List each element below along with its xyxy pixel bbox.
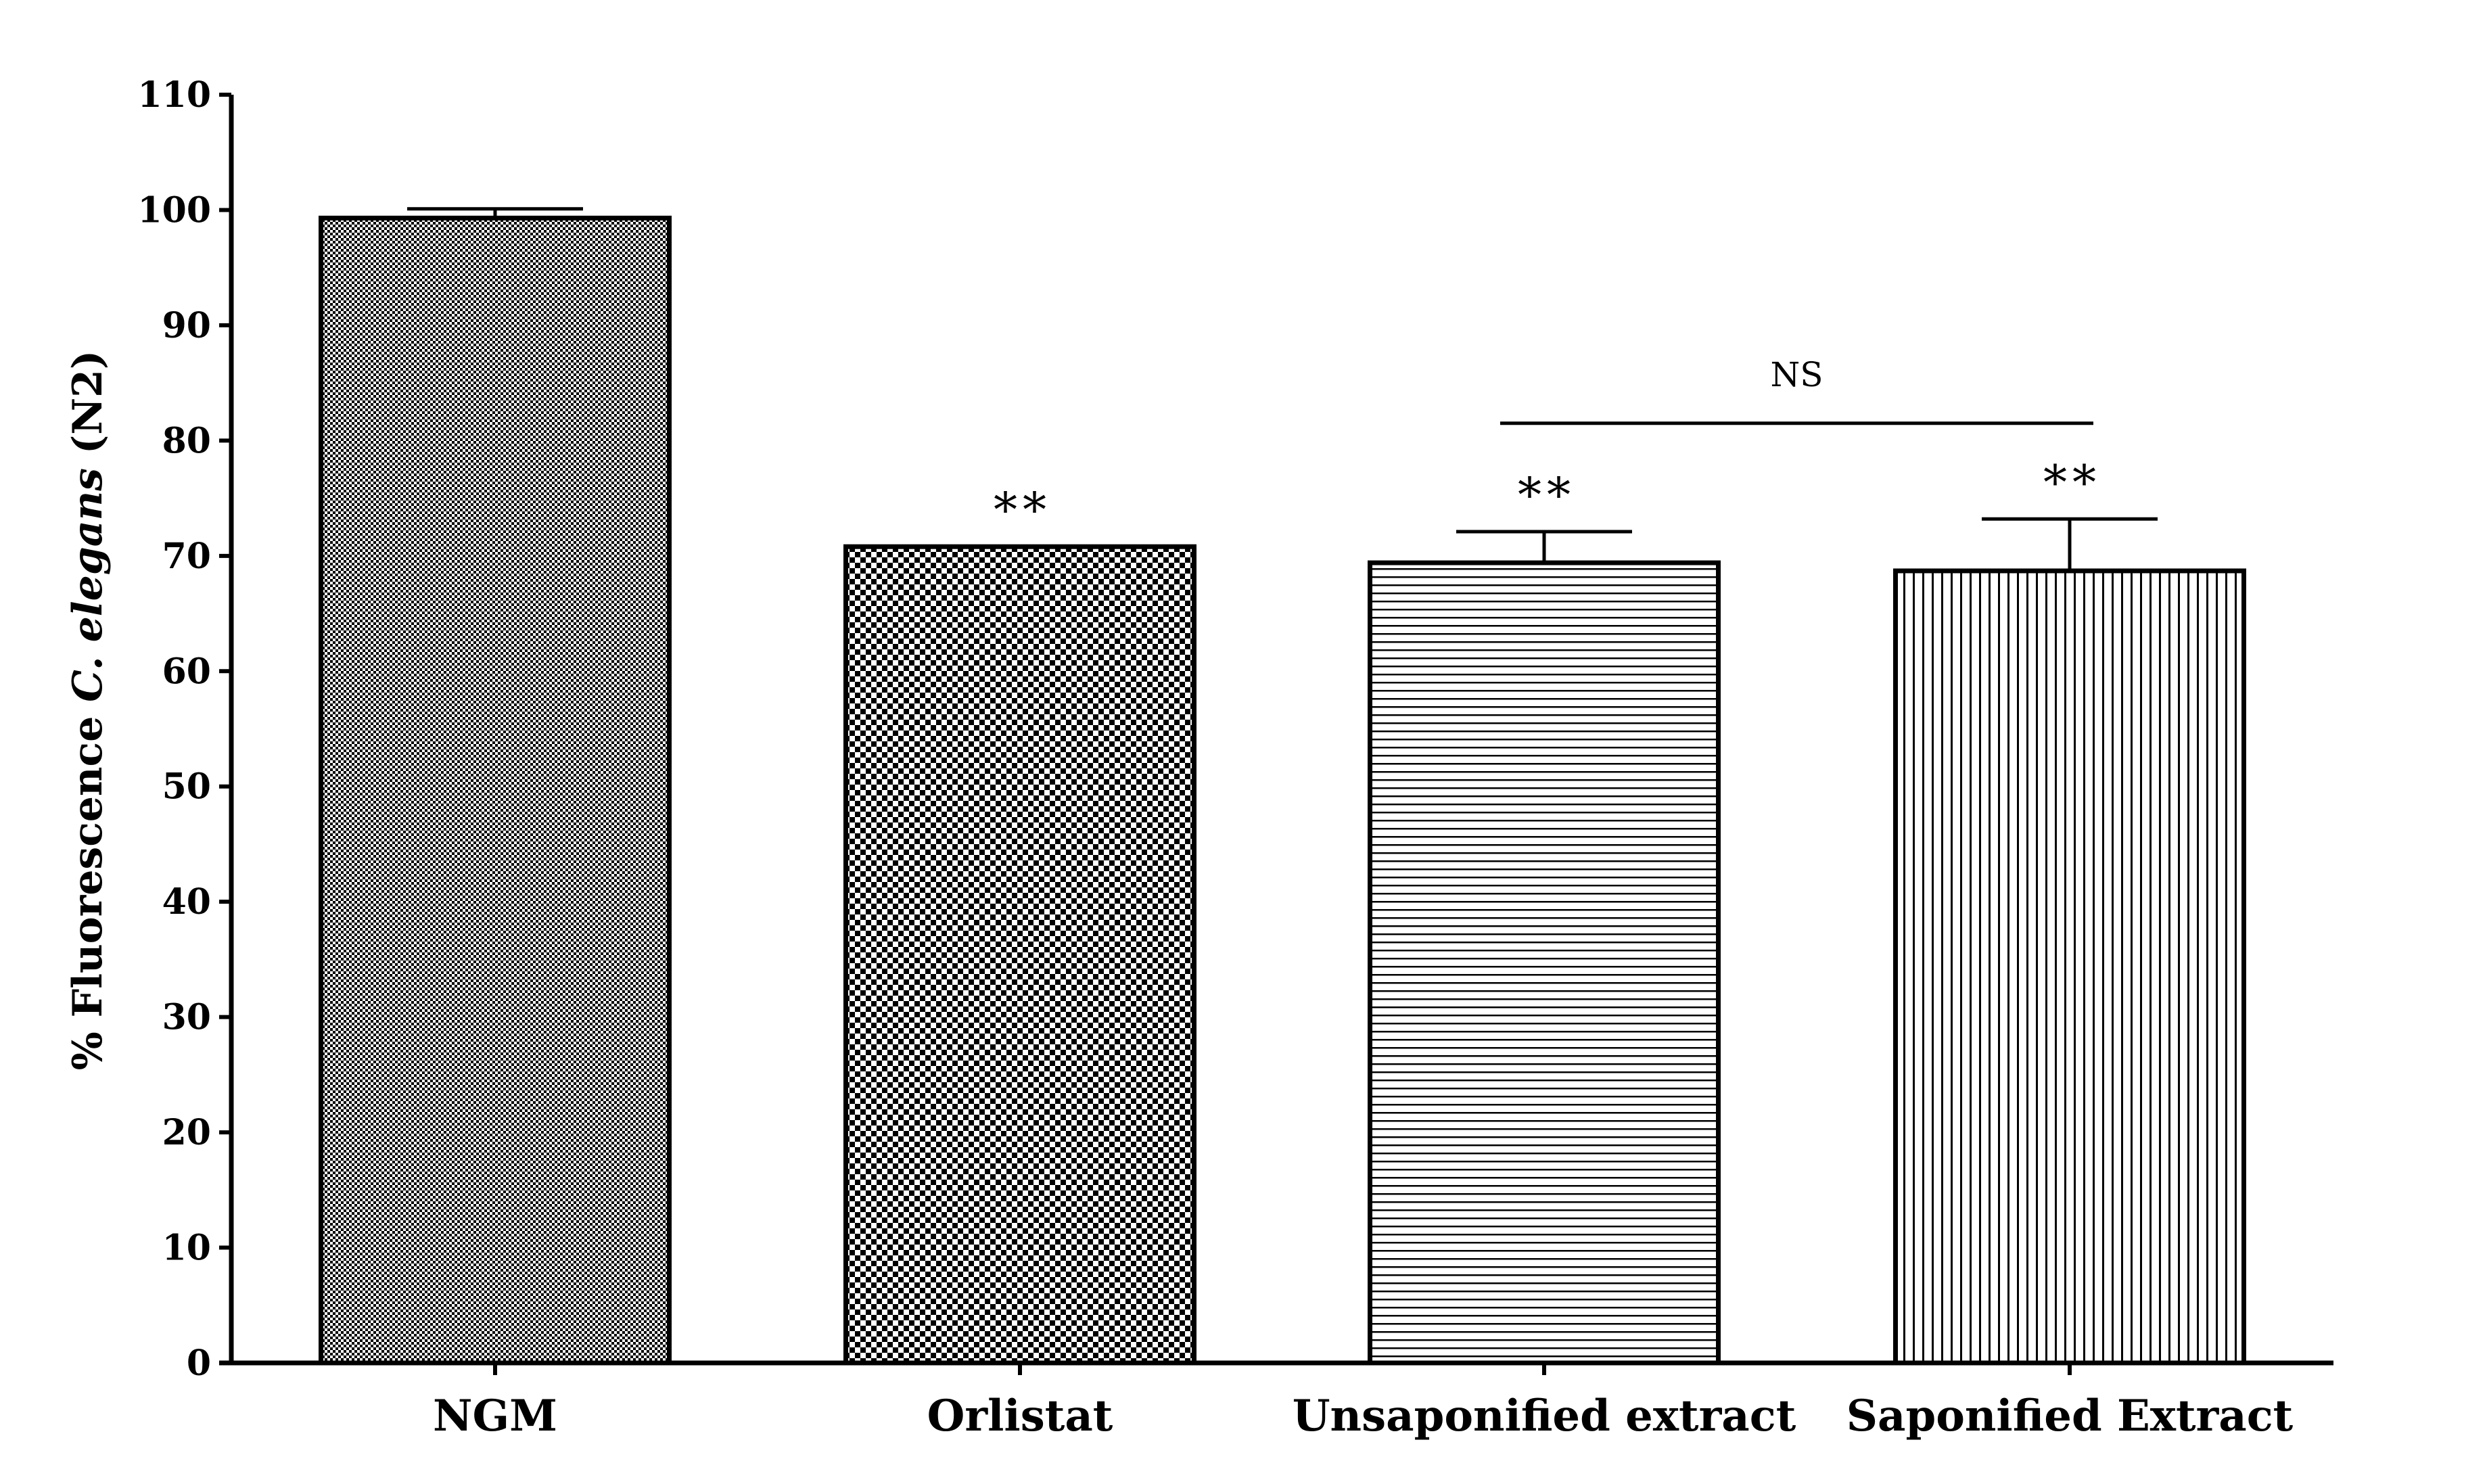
y-tick-label-110: 110: [137, 74, 211, 116]
category-label-orlistat: Orlistat: [927, 1391, 1113, 1441]
category-label-unsaponified-extract: Unsaponified extract: [1293, 1391, 1796, 1441]
y-tick-label-80: 80: [162, 420, 211, 461]
y-axis-label-species: C. elegans: [64, 468, 112, 702]
comparison-label: NS: [1770, 355, 1823, 394]
bar-orlistat: [843, 544, 1196, 1366]
significance-markers: ** ** ** NS: [994, 355, 2101, 538]
y-tick-label-10: 10: [162, 1228, 211, 1269]
bar-saponified-extract: [1893, 568, 2246, 1366]
y-tick-label-90: 90: [162, 305, 211, 346]
error-bars: [407, 207, 2158, 571]
significance-marker: **: [2043, 455, 2101, 510]
y-tick-label-50: 50: [162, 766, 211, 808]
y-axis-label: % Fluorescence C. elegans (N2): [64, 350, 112, 1071]
y-axis-label-suffix: (N2): [64, 350, 112, 468]
significance-marker: **: [1518, 467, 1576, 523]
y-tick-label-40: 40: [162, 881, 211, 923]
y-tick-label-100: 100: [137, 189, 211, 231]
y-tick-label-60: 60: [162, 651, 211, 692]
significance-marker: **: [994, 482, 1052, 538]
y-tick-label-70: 70: [162, 536, 211, 577]
category-label-saponified-extract: Saponified Extract: [1846, 1391, 2294, 1441]
bars: [319, 215, 2246, 1366]
y-tick-label-20: 20: [162, 1112, 211, 1153]
axes: [219, 95, 2333, 1375]
y-tick-label-0: 0: [187, 1343, 211, 1384]
bar-unsaponified-extract: [1368, 560, 1721, 1366]
category-label-ngm: NGM: [433, 1391, 557, 1441]
y-tick-label-30: 30: [162, 997, 211, 1038]
bar-ngm: [319, 215, 672, 1366]
y-axis-ticks: 0 10 20 30 40 50 60 70 80 90 100 110: [137, 74, 231, 1384]
y-axis-label-prefix: % Fluorescence: [64, 702, 112, 1070]
category-labels: NGM Orlistat Unsaponified extract Saponifie…: [433, 1391, 2294, 1441]
